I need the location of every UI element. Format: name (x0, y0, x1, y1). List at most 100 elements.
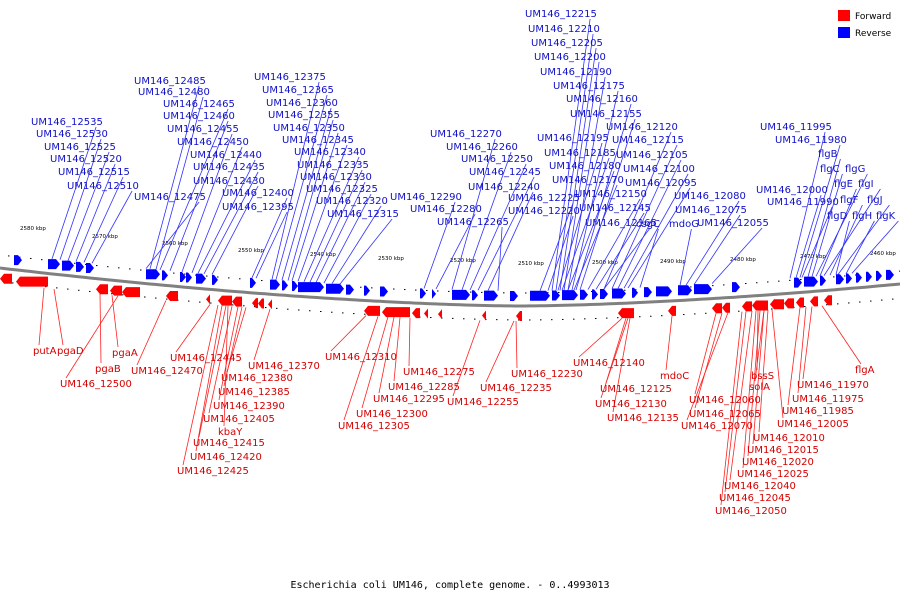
forward-gene (752, 300, 768, 311)
gene-label: UM146_12185 (544, 148, 616, 159)
leader-line (754, 310, 765, 382)
leader-line (211, 185, 259, 275)
gene-label: UM146_12350 (273, 123, 345, 134)
genome-backbone (0, 266, 900, 308)
reverse-gene (552, 290, 560, 301)
gene-label: UM146_12520 (50, 154, 122, 165)
gene-label: UM146_12130 (595, 399, 667, 410)
leader-line (191, 146, 243, 273)
reverse-gene (432, 288, 436, 299)
gene-label: UM146_12425 (177, 466, 249, 477)
leader-line (38, 287, 45, 346)
gene-label: flgE (834, 179, 853, 190)
leader-line (563, 61, 600, 291)
gene-label: solA (749, 382, 770, 393)
leader-line (575, 103, 632, 291)
forward-gene (784, 298, 794, 309)
reverse-gene (678, 285, 692, 296)
gene-label: bssS (751, 371, 774, 382)
gene-label: UM146_12385 (218, 387, 290, 398)
leader-line (802, 306, 813, 380)
forward-gene (712, 303, 722, 314)
gene-label: UM146_11975 (792, 394, 864, 405)
reverse-gene (794, 277, 802, 288)
scale-tick-label: 2550 kbp (238, 248, 264, 254)
leader-line (378, 316, 395, 394)
gene-label: UM146_12025 (737, 469, 809, 480)
reverse-gene (846, 273, 852, 284)
gene-label: UM146_12315 (327, 209, 399, 220)
leader-line (747, 310, 761, 457)
leader-line (275, 94, 328, 280)
gene-label: UM146_12080 (674, 191, 746, 202)
reverse-gene (364, 285, 370, 296)
forward-gene (742, 301, 752, 312)
leader-line (711, 227, 763, 284)
forward-gene (618, 308, 634, 319)
forward-gene (232, 296, 242, 307)
gene-label: UM146_12120 (606, 122, 678, 133)
leader-lines (38, 18, 899, 506)
gene-label: pgaA (112, 348, 138, 359)
leader-line (255, 211, 288, 279)
leader-line (343, 316, 379, 421)
gene-label: UM146_12440 (190, 150, 262, 161)
leader-line (835, 220, 850, 275)
leader-line (539, 202, 574, 291)
gene-label: UM146_12225 (508, 193, 580, 204)
reverse-gene (694, 284, 712, 295)
leader-line (111, 295, 119, 348)
leader-line (469, 163, 527, 291)
leader-line (819, 188, 857, 277)
leader-line (309, 169, 363, 283)
gene-label: UM146_12305 (338, 421, 410, 432)
leader-line (435, 213, 476, 290)
gene-label: UM146_12525 (44, 142, 116, 153)
leader-line (557, 142, 603, 291)
gene-label: mdoC (660, 371, 689, 382)
leader-line (724, 311, 747, 493)
leader-line (339, 218, 393, 285)
leader-line (789, 131, 826, 279)
leader-line (851, 220, 899, 274)
leader-line (600, 317, 629, 399)
scale-tick-label: 2460 kbp (870, 251, 896, 257)
gene-label: UM146_11980 (775, 135, 847, 146)
leader-line (685, 200, 740, 286)
gene-label: UM146_12390 (213, 401, 285, 412)
gene-label: UM146_12485 (134, 76, 206, 87)
reverse-legend-label: Reverse (855, 29, 892, 39)
gene-label: UM146_12000 (756, 185, 828, 196)
reverse-gene (876, 270, 882, 281)
gene-label: UM146_12320 (316, 196, 388, 207)
leader-line (51, 126, 97, 260)
reverse-gene (580, 289, 588, 300)
leader-line (679, 228, 692, 286)
gene-label: UM146_12530 (36, 129, 108, 140)
gene-label: UM146_12160 (566, 94, 638, 105)
gene-label: UM146_12445 (170, 353, 242, 364)
forward-gene (516, 310, 522, 321)
leader-line (567, 76, 606, 291)
scale-tick-label: 2500 kbp (592, 260, 618, 266)
gene-label: UM146_12340 (294, 147, 366, 158)
leader-line (758, 309, 769, 433)
leader-line (195, 305, 223, 452)
leader-line (99, 293, 102, 364)
leader-line (797, 307, 807, 394)
gene-label: UM146_12270 (430, 129, 502, 140)
reverse-gene (452, 289, 470, 300)
leader-line (823, 188, 881, 276)
leader-line (65, 295, 119, 379)
gene-label: kbaY (218, 427, 243, 438)
gene-label: UM146_12215 (525, 9, 597, 20)
leader-line (807, 158, 841, 277)
gene-label: UM146_12250 (461, 154, 533, 165)
gene-label: UM146_12115 (612, 135, 684, 146)
reverse-gene (530, 290, 550, 301)
gene-label: UM146_12345 (282, 135, 354, 146)
leader-line (271, 81, 320, 280)
leader-line (821, 305, 862, 365)
reverse-gene (326, 283, 344, 294)
leader-line (694, 312, 723, 409)
